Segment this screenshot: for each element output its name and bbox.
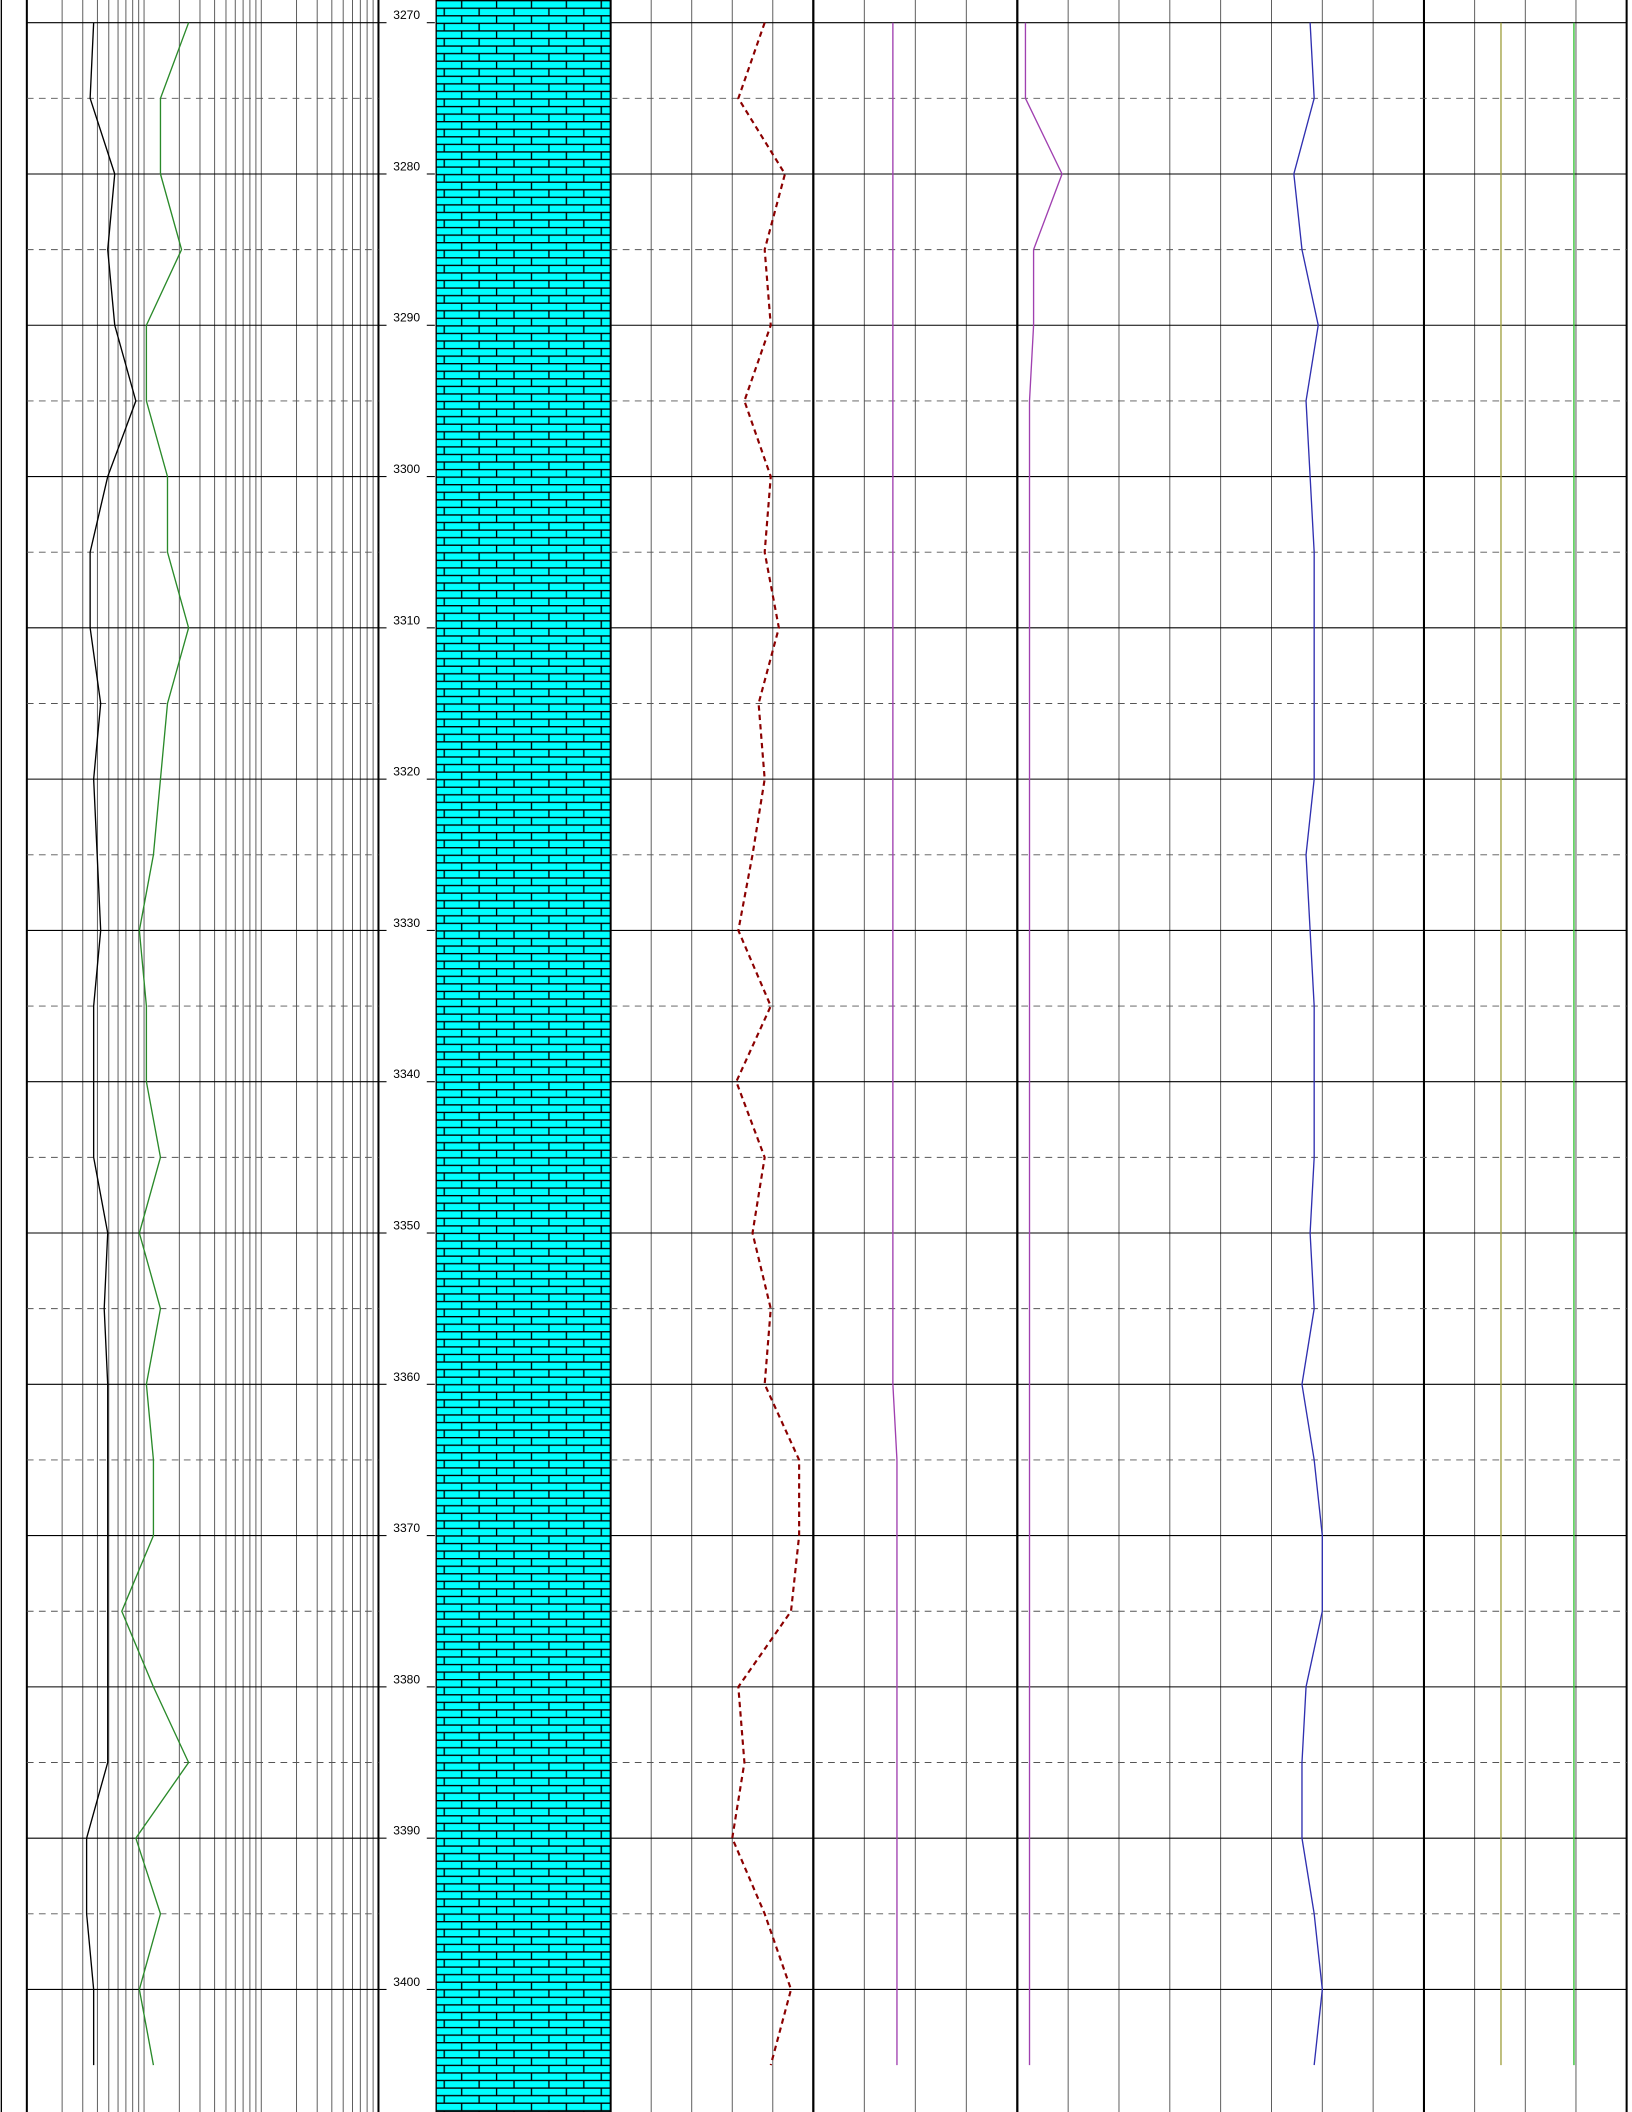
depth-label: 3400 <box>393 1975 420 1989</box>
depth-label: 3320 <box>393 765 420 779</box>
depth-label: 3350 <box>393 1218 420 1232</box>
log-curve <box>121 22 190 2066</box>
depth-label: 3310 <box>393 613 420 627</box>
log-curve <box>892 22 898 2066</box>
depth-label: 3270 <box>393 8 420 22</box>
depth-label: 3390 <box>393 1824 420 1838</box>
log-curve <box>85 22 137 2066</box>
depth-label: 3290 <box>393 311 420 325</box>
depth-label: 3280 <box>393 159 420 173</box>
lithology-column <box>435 0 612 2112</box>
log-curve <box>731 22 801 2066</box>
depth-label: 3370 <box>393 1521 420 1535</box>
log-curve <box>1024 22 1063 2066</box>
depth-label: 3360 <box>393 1370 420 1384</box>
depth-label: 3330 <box>393 916 420 930</box>
curves <box>85 22 1575 2066</box>
depth-label: 3380 <box>393 1672 420 1686</box>
log-curve <box>1293 22 1323 2066</box>
depth-label: 3340 <box>393 1067 420 1081</box>
depth-label: 3300 <box>393 462 420 476</box>
